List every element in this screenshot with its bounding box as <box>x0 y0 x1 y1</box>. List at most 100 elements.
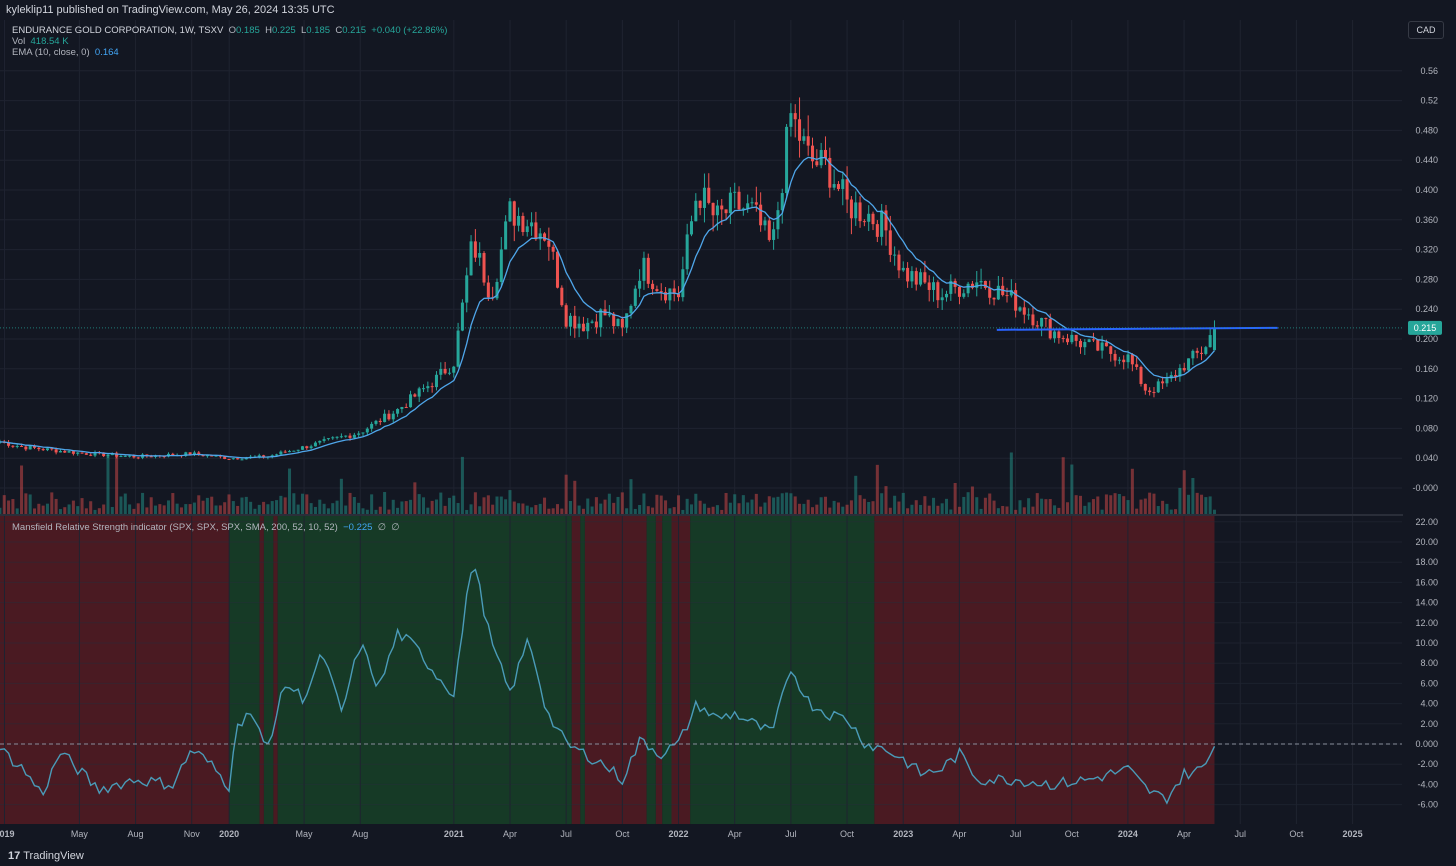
volume-bar-276 <box>1191 477 1195 514</box>
candle-body <box>1014 290 1018 311</box>
candle-body <box>996 285 1000 300</box>
volume-bar-168 <box>724 492 728 514</box>
volume-bar-226 <box>975 497 979 514</box>
volume-bar-182 <box>785 492 789 514</box>
candle-75 <box>322 436 326 443</box>
candle-254 <box>1096 338 1100 352</box>
volume-bar-20 <box>84 508 88 514</box>
candle-body <box>906 267 910 282</box>
candle-131 <box>564 303 568 329</box>
candle-body <box>318 440 322 443</box>
volume-bar-187 <box>806 499 810 514</box>
candle-body <box>374 420 378 424</box>
candle-152 <box>655 285 659 292</box>
volume-bar-175 <box>754 493 758 514</box>
candle-107 <box>460 299 464 332</box>
volume-bar-92 <box>396 507 400 514</box>
volume-bar-202 <box>871 501 875 514</box>
candle-body <box>499 249 503 282</box>
candle-235 <box>1014 282 1018 318</box>
rs-tick-label-12: -2.00 <box>1417 759 1438 769</box>
volume-bar-272 <box>1174 509 1178 514</box>
candle-body <box>893 254 897 256</box>
candle-body <box>413 394 417 397</box>
mansfield-label: Mansfield Relative Strength indicator (S… <box>12 522 338 533</box>
candle-body <box>577 323 581 329</box>
chart-pane[interactable]: 0.56 0.52 0.480 0.440 0.400 0.360 0.320 0.280 0.… <box>0 20 1456 846</box>
candle-body <box>828 157 832 188</box>
candle-body <box>426 386 430 389</box>
volume-bar-125 <box>538 503 542 514</box>
candle-body <box>1182 367 1186 371</box>
candle-236 <box>1018 306 1022 313</box>
brand-name: TradingView <box>23 850 84 862</box>
volume-bar-18 <box>76 506 80 514</box>
volume-bar-268 <box>1156 506 1160 514</box>
candle-85 <box>365 427 369 436</box>
volume-bar-239 <box>1031 506 1035 514</box>
time-tick-label-2: Aug <box>128 829 144 839</box>
volume-bar-181 <box>780 493 784 514</box>
volume-bar-279 <box>1204 497 1208 514</box>
volume-bar-250 <box>1078 495 1083 514</box>
candle-body <box>970 283 974 288</box>
candle-172 <box>741 207 745 216</box>
volume-bar-17 <box>71 500 75 514</box>
volume-bar-3 <box>11 499 15 514</box>
candle-76 <box>326 438 330 441</box>
volume-bar-43 <box>184 504 188 514</box>
candle-body <box>417 388 421 397</box>
candle-264 <box>1139 365 1143 387</box>
candle-body <box>530 222 534 227</box>
candle-body <box>681 269 685 298</box>
volume-bar-37 <box>158 504 162 514</box>
candle-body <box>975 282 979 288</box>
chart-svg[interactable]: 0.56 0.52 0.480 0.440 0.400 0.360 0.320 0.280 0.… <box>0 20 1456 846</box>
candle-body <box>694 200 698 222</box>
candle-body <box>668 288 672 301</box>
candle-body <box>257 455 261 457</box>
candle-body <box>521 215 525 233</box>
volume-bar-163 <box>702 503 706 514</box>
volume-bar-21 <box>89 501 93 514</box>
volume-bar-51 <box>218 505 222 514</box>
candle-248 <box>1070 330 1074 345</box>
candle-body <box>620 318 624 328</box>
candle-body <box>132 455 136 458</box>
volume-bar-230 <box>992 500 996 514</box>
candle-251 <box>1083 338 1087 356</box>
price-tick-label-0: 0.56 <box>1420 66 1438 76</box>
rs-region-7 <box>580 516 585 824</box>
candle-body <box>1200 352 1204 354</box>
symbol-name: ENDURANCE GOLD CORPORATION, 1W, TSXV <box>12 25 224 36</box>
volume-bar-26 <box>110 506 114 514</box>
volume-bar-60 <box>257 504 261 514</box>
volume-bar-34 <box>145 507 149 514</box>
candle-body <box>275 454 279 456</box>
candle-body <box>365 428 369 433</box>
candle-128 <box>551 244 555 260</box>
rs-tick-label-2: 18.00 <box>1415 557 1438 567</box>
candle-body <box>612 313 616 327</box>
tradingview-logo[interactable]: 17 TradingView <box>8 850 84 862</box>
volume-bar-13 <box>54 498 58 514</box>
time-tick-label-20: Apr <box>1177 829 1191 839</box>
volume-legend: Vol 418.54 K <box>12 36 69 47</box>
volume-bar-82 <box>352 496 356 514</box>
candle-238 <box>1027 308 1031 320</box>
volume-bar-6 <box>24 493 28 514</box>
volume-bar-132 <box>568 500 572 514</box>
volume-bar-177 <box>763 502 767 514</box>
candle-125 <box>538 228 542 250</box>
candle-body <box>344 435 348 437</box>
volume-bar-192 <box>828 507 832 514</box>
candle-10 <box>41 448 45 451</box>
volume-bar-208 <box>897 501 901 514</box>
candle-body <box>1126 354 1130 363</box>
currency-button[interactable]: CAD <box>1408 21 1444 39</box>
candle-body <box>1161 381 1165 384</box>
candle-156 <box>672 280 676 302</box>
candle-body <box>197 452 201 455</box>
volume-bar-9 <box>37 503 41 514</box>
candle-body <box>1066 338 1070 343</box>
